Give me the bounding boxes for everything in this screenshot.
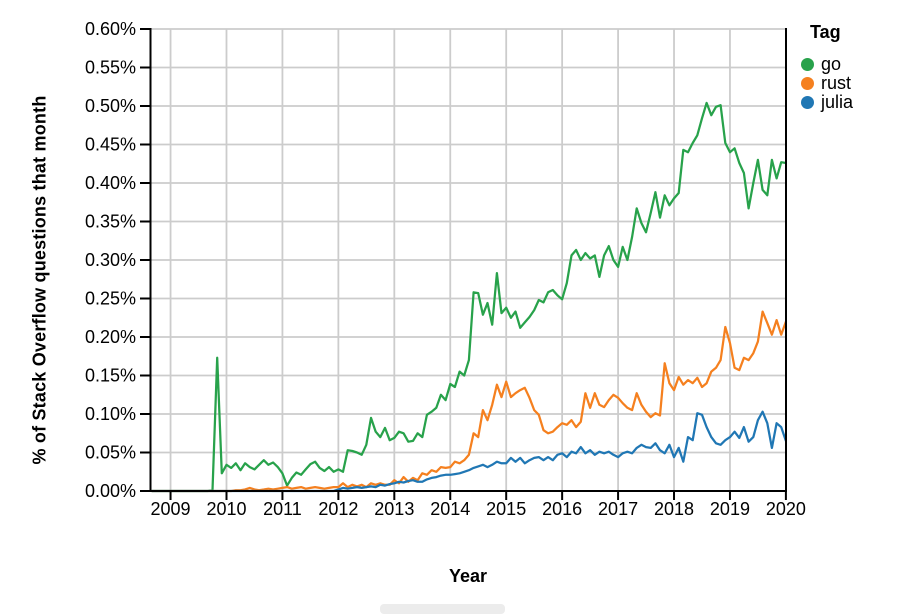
y-tick-label: 0.60% (85, 19, 136, 39)
bottom-scrollbar-artifact (380, 604, 505, 614)
y-tick-label: 0.20% (85, 327, 136, 347)
x-tick-label: 2011 (263, 499, 302, 519)
y-axis-title: % of Stack Overflow questions that month (29, 95, 50, 465)
legend-dot-go (801, 58, 814, 71)
series-line-go (150, 101, 788, 493)
x-tick-label: 2010 (206, 499, 246, 519)
y-tick-label: 0.05% (85, 443, 136, 463)
x-tick-label: 2018 (654, 499, 694, 519)
y-tick-label: 0.45% (85, 135, 136, 155)
x-tick-label: 2019 (710, 499, 750, 519)
y-tick-label: 0.55% (85, 58, 136, 78)
x-tick-label: 2013 (374, 499, 414, 519)
x-tick-label: 2009 (151, 499, 191, 519)
y-tick-label: 0.25% (85, 289, 136, 309)
legend-title: Tag (810, 22, 841, 42)
legend-label-julia: julia (821, 92, 854, 112)
legend-items: go rust julia (801, 54, 921, 112)
x-tick-label: 2017 (598, 499, 638, 519)
x-axis-title: Year (448, 566, 488, 586)
legend-item-go: go (801, 54, 921, 74)
x-tick-label: 2016 (542, 499, 582, 519)
legend-label-rust: rust (821, 73, 852, 93)
x-tick-label: 2020 (766, 499, 806, 519)
x-tick-label: 2015 (486, 499, 526, 519)
y-tick-label: 0.50% (85, 96, 136, 116)
y-tick-label: 0.35% (85, 212, 136, 232)
y-tick-label: 0.15% (85, 366, 136, 386)
y-tick-label: 0.10% (85, 404, 136, 424)
legend-dot-julia (801, 96, 814, 109)
legend: Tag go rust julia (801, 22, 921, 112)
x-tick-label: 2014 (430, 499, 470, 519)
y-tick-label: 0.30% (85, 250, 136, 270)
y-tick-label: 0.40% (85, 173, 136, 193)
legend-label-go: go (821, 54, 842, 74)
legend-dot-rust (801, 77, 814, 90)
legend-item-julia: julia (801, 92, 921, 112)
x-tick-label: 2012 (318, 499, 358, 519)
y-tick-label: 0.00% (85, 481, 136, 501)
legend-item-rust: rust (801, 73, 921, 93)
